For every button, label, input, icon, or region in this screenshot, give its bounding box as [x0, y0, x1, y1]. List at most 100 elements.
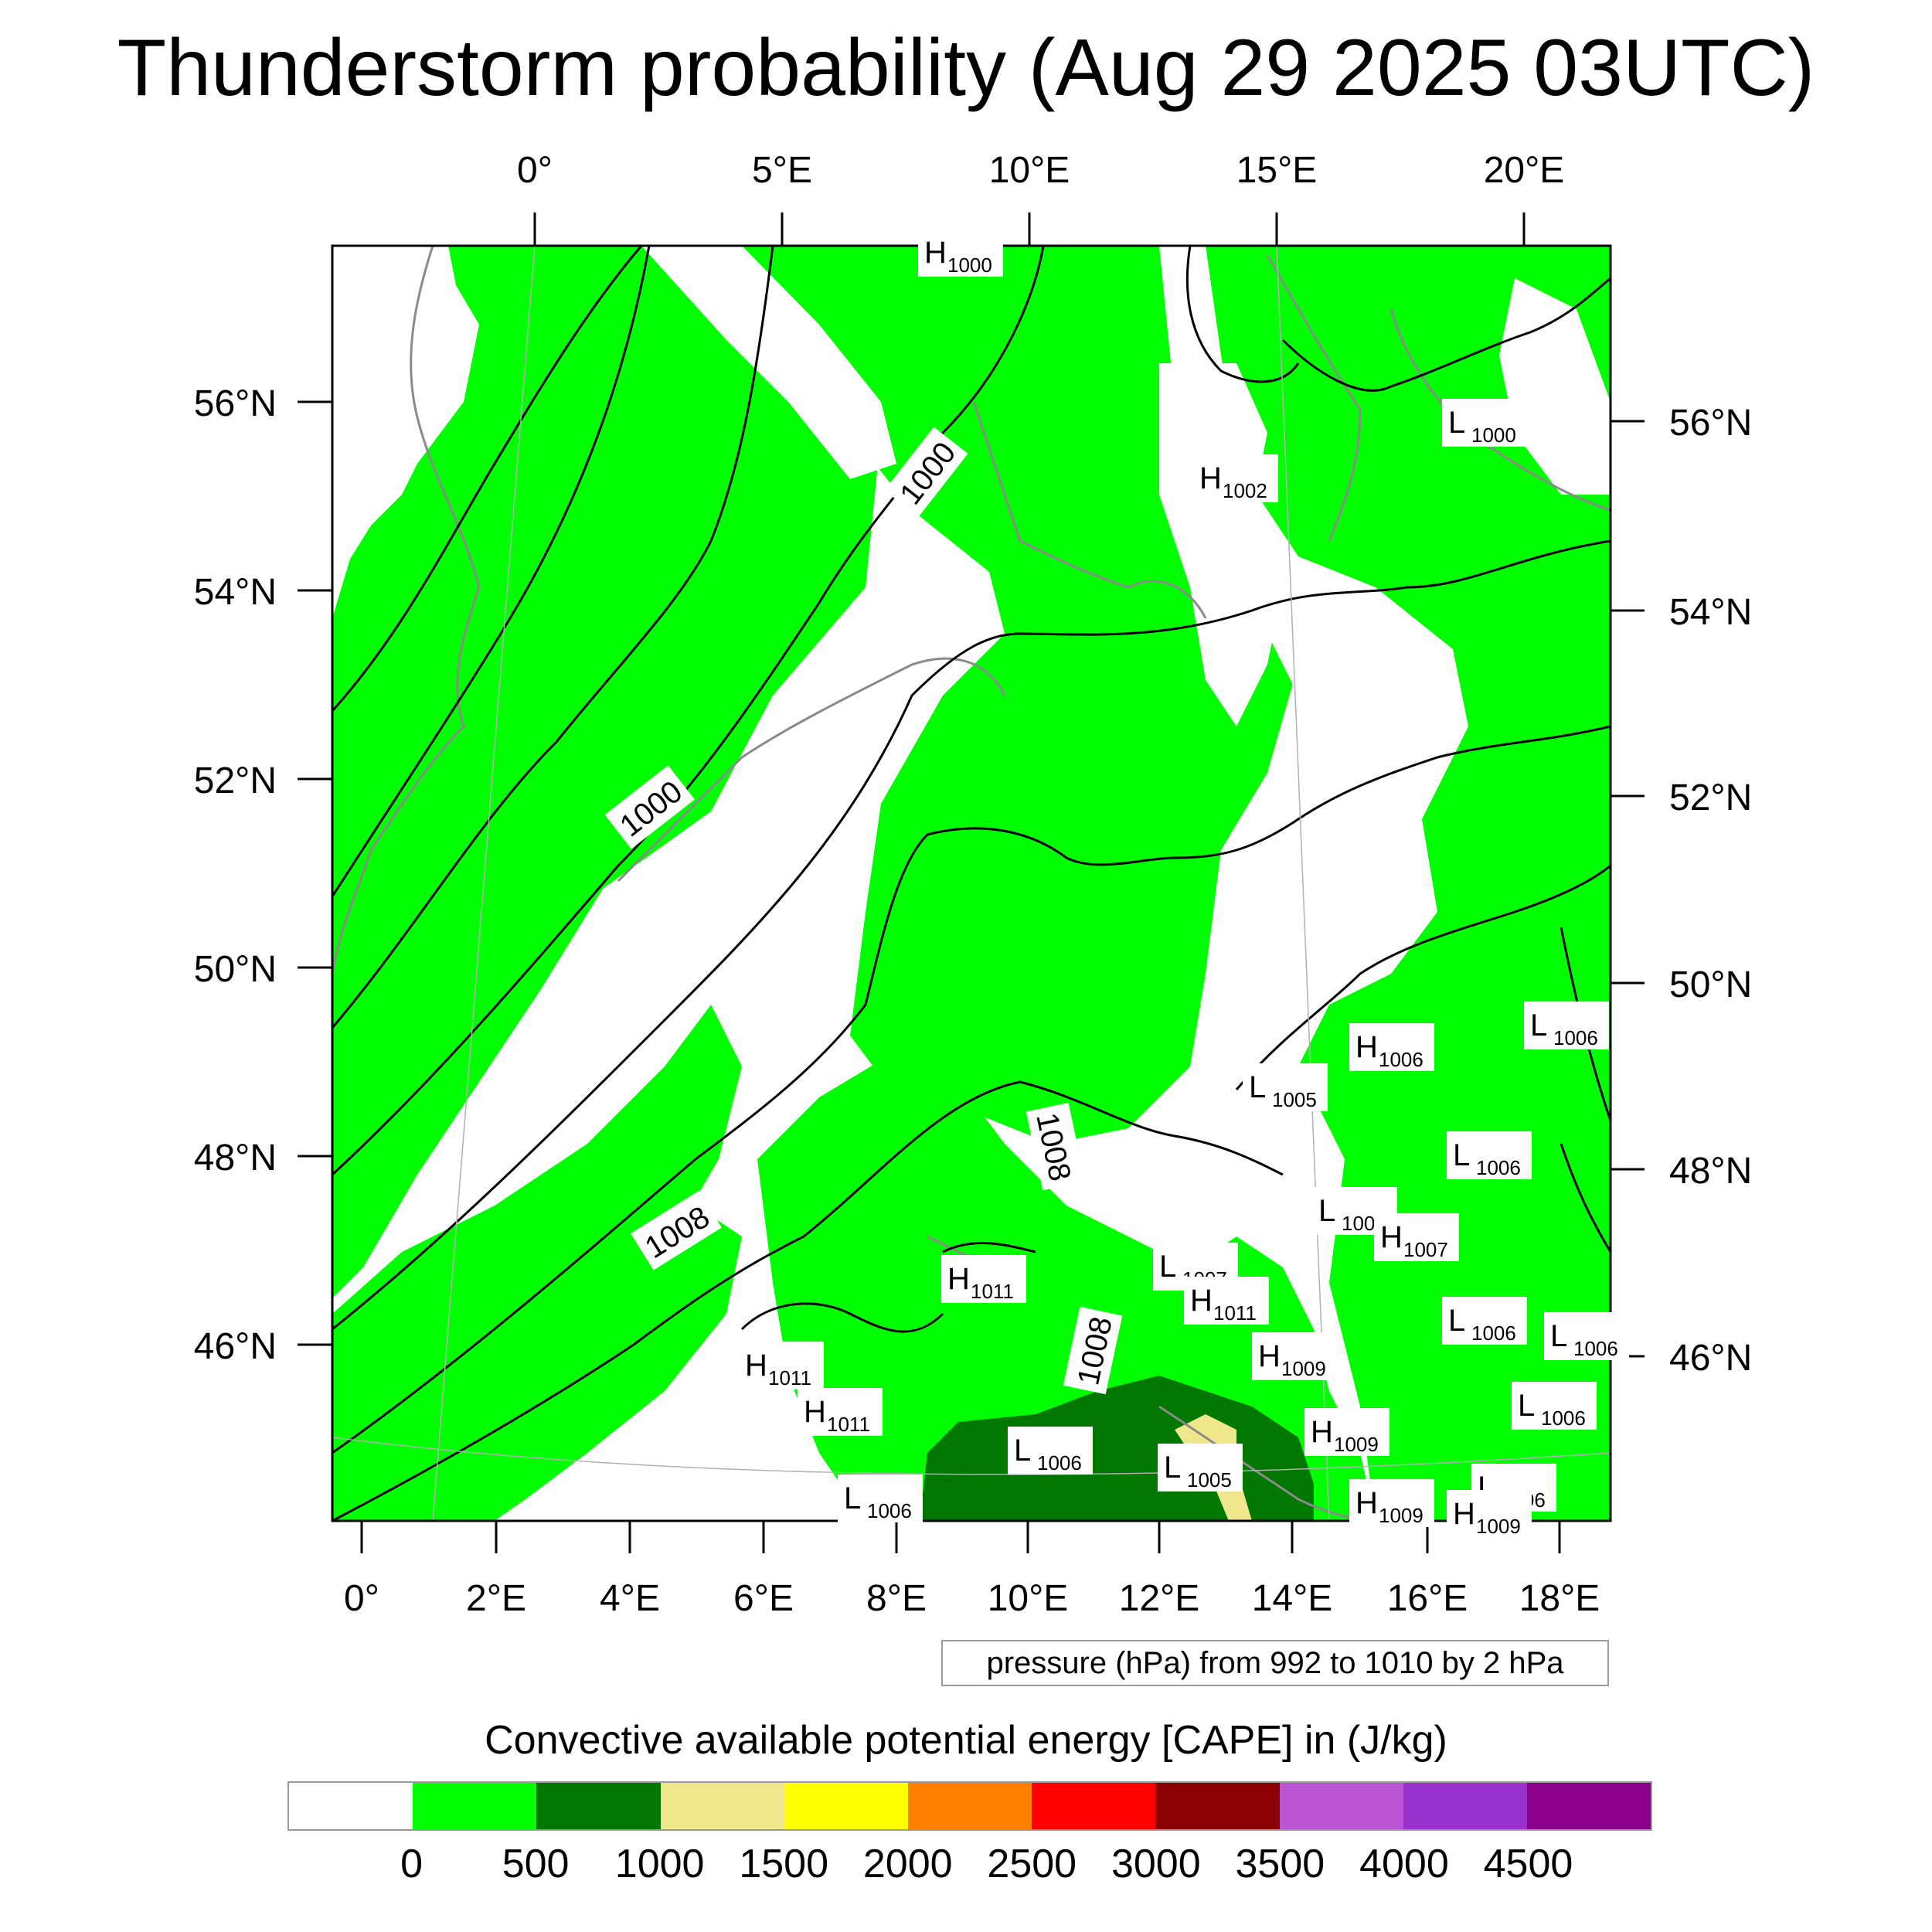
colorbar-swatch	[660, 1783, 784, 1829]
parallel-line	[332, 1437, 1611, 1475]
colorbar-tick-label: 4000	[1359, 1842, 1449, 1886]
pressure-center: H 1011	[798, 1388, 883, 1436]
pressure-center-value: 1009	[1281, 1357, 1326, 1380]
pressure-center-letter: L	[1448, 406, 1465, 440]
pressure-center-letter: H	[745, 1349, 767, 1383]
pressure-center-value: 1011	[768, 1366, 811, 1389]
pressure-center-bg	[838, 1475, 923, 1522]
colorbar-swatch	[536, 1783, 661, 1829]
pressure-center-letter: L	[1453, 1138, 1470, 1172]
pressure-center-value: 1006	[1379, 1048, 1423, 1071]
cape-region-central	[680, 246, 1298, 1144]
right-lat-label: 50°N	[1669, 964, 1752, 1005]
pressure-center-letter: L	[1014, 1434, 1031, 1468]
pressure-center-letter: H	[1311, 1415, 1333, 1449]
isobar-line	[1281, 277, 1611, 392]
colorbar-tick-labels: 0 500 1000 1500 2000 2500 3000 3500 4000 4500	[0, 1839, 1932, 1893]
isobar-label-bg	[884, 427, 968, 517]
pressure-center-bg	[1304, 1408, 1389, 1456]
pressure-center-value: 1007	[1403, 1238, 1448, 1261]
cape-gap-north-channel	[641, 246, 896, 479]
colorbar	[287, 1781, 1652, 1831]
pressure-center-letter: H	[1190, 1284, 1213, 1318]
pressure-center-bg	[1158, 1444, 1243, 1492]
pressure-center-letter: H	[1199, 461, 1222, 495]
cape-gap-baltic	[1252, 587, 1453, 757]
pressure-center-value: 1006	[1541, 1406, 1586, 1430]
right-lat-label: 46°N	[1669, 1338, 1752, 1379]
pressure-center-value: 1009	[1334, 1433, 1379, 1456]
right-lat-label: 56°N	[1669, 403, 1752, 444]
left-lat-label: 48°N	[194, 1138, 277, 1179]
pressure-center-letter: H	[1355, 1030, 1378, 1064]
pressure-center-letter: H	[1258, 1339, 1281, 1373]
pressure-center: H 1009	[1304, 1408, 1389, 1456]
left-lat-label: 50°N	[194, 949, 277, 990]
pressure-center: H 1011	[941, 1255, 1026, 1303]
pressure-center: H 1007	[1374, 1213, 1459, 1261]
pressure-center: H 1011	[739, 1342, 824, 1389]
left-lat-label: 52°N	[194, 760, 277, 801]
bottom-lon-label: 18°E	[1519, 1578, 1600, 1619]
bottom-lon-label: 10°E	[988, 1578, 1069, 1619]
bottom-lon-label: 16°E	[1387, 1578, 1468, 1619]
isobar-line	[332, 725, 1611, 1454]
pressure-center-letter: L	[844, 1481, 861, 1515]
pressure-center-value: 1002	[1223, 479, 1267, 502]
isobar-line	[740, 1302, 944, 1333]
isobar-label-bg	[604, 765, 695, 849]
pressure-center-letter: L	[1518, 1389, 1535, 1423]
left-lat-label: 46°N	[194, 1326, 277, 1367]
pressure-center-value: 1005	[1187, 1468, 1232, 1492]
isobar-line	[332, 1080, 1284, 1521]
pressure-center-bg	[1544, 1312, 1629, 1360]
pressure-center-bg	[1252, 1332, 1337, 1380]
pressure-center: L 1000	[1442, 399, 1527, 447]
pressure-center: L 1006	[1447, 1131, 1532, 1179]
pressure-center-letter: H	[924, 236, 947, 270]
pressure-center-letter: L	[1318, 1194, 1335, 1228]
pressure-center: H 1009	[1447, 1490, 1532, 1538]
coast-denmark	[972, 401, 1207, 619]
pressure-center-bg	[941, 1255, 1026, 1303]
isobar-line	[332, 539, 1611, 1331]
pressure-center-letter: L	[1550, 1319, 1567, 1353]
bottom-lon-label: 2°E	[466, 1578, 526, 1619]
pressure-center-bg	[918, 229, 1003, 277]
pressure-center-value: 1006	[1037, 1451, 1082, 1475]
pressure-center-letter: L	[1159, 1250, 1176, 1284]
isobar-line	[1185, 246, 1300, 383]
meridian-line	[432, 246, 536, 1521]
colorbar-swatch	[1155, 1783, 1280, 1829]
pressure-center-letter: H	[804, 1395, 826, 1429]
pressure-center: H 1011	[1184, 1277, 1269, 1325]
colorbar-swatch	[907, 1783, 1032, 1829]
pressure-center-value: 1006	[1476, 1156, 1521, 1179]
cape-region-west-2	[332, 1005, 742, 1521]
pressure-center: H 1000	[918, 229, 1003, 277]
pressure-center: H 1009	[1252, 1332, 1337, 1380]
graticule	[332, 246, 1611, 1521]
colorbar-tick-label: 1000	[614, 1842, 705, 1886]
pressure-center-bg	[1442, 1297, 1527, 1345]
bottom-lon-label: 6°E	[733, 1578, 794, 1619]
colorbar-tick-label: 0	[400, 1842, 423, 1886]
isobar-line	[332, 246, 1045, 1176]
isobar-label-bg	[631, 1191, 722, 1270]
pressure-center: L 1005	[1243, 1063, 1328, 1111]
right-lat-label: 48°N	[1669, 1151, 1752, 1192]
colorbar-swatch	[1403, 1783, 1527, 1829]
top-lon-label: 5°E	[752, 150, 812, 191]
colorbar-swatch	[1032, 1783, 1156, 1829]
cape-gap-east	[1159, 363, 1283, 726]
pressure-center-value: 1006	[1471, 1321, 1516, 1345]
isobars	[332, 246, 1611, 1521]
isobar-line	[332, 246, 774, 1029]
pressure-center-value: 1011	[827, 1413, 870, 1436]
pressure-center-bg	[1447, 1490, 1532, 1538]
right-lat-label: 52°N	[1669, 777, 1752, 818]
